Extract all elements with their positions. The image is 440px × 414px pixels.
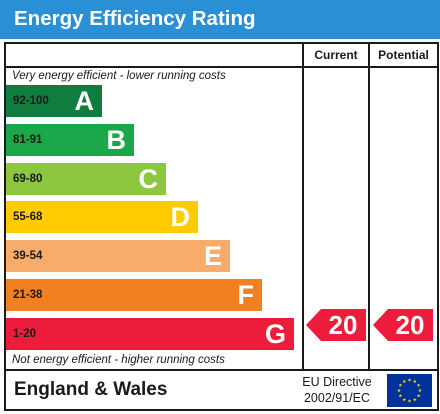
band-d: 55-68 D <box>6 201 198 234</box>
band-range-label: 81-91 <box>13 133 43 146</box>
potential-rating-arrow: 20 <box>373 308 433 341</box>
band-letter-label: A <box>74 86 95 116</box>
eu-star-icon <box>412 379 417 383</box>
column-potential-header: Potential <box>378 48 429 62</box>
band-range-label: 55-68 <box>13 211 43 224</box>
divider-current <box>302 42 304 369</box>
band-letter-label: B <box>106 124 127 155</box>
note-top: Very energy efficient - lower running co… <box>12 70 226 82</box>
eu-star-icon <box>416 393 421 398</box>
eu-star-icon <box>402 379 407 383</box>
band-g: 1-20 G <box>6 317 294 350</box>
band-letter-label: F <box>237 280 255 310</box>
band-c: 69-80 C <box>6 162 166 195</box>
title-bar: Energy Efficiency Rating <box>0 0 440 39</box>
band-range-label: 92-100 <box>13 95 49 107</box>
potential-rating-value: 20 <box>395 309 425 340</box>
band-letter-label: D <box>170 202 191 233</box>
band-range-label: 1-20 <box>13 327 37 340</box>
band-range-label: 21-38 <box>13 289 43 301</box>
directive-line-1: EU Directive <box>302 375 372 389</box>
eu-star-icon <box>407 399 412 403</box>
current-rating-arrow: 20 <box>306 308 366 341</box>
header-divider <box>4 66 439 68</box>
current-arrow-shape <box>306 308 366 341</box>
region-label: England & Wales <box>14 379 168 400</box>
band-letter-label: G <box>264 318 286 349</box>
band-letter-label: E <box>203 241 222 272</box>
band-range-label: 39-54 <box>13 250 43 263</box>
page-title: Energy Efficiency Rating <box>14 7 256 30</box>
eu-star-icon <box>397 388 401 393</box>
current-rating-value: 20 <box>328 309 358 340</box>
footer <box>4 369 439 411</box>
band-f: 21-38 F <box>6 279 262 311</box>
band-letter-label: C <box>138 163 159 194</box>
directive-line-2: 2002/91/EC <box>303 391 371 405</box>
eu-flag-icon <box>387 374 432 407</box>
band-a: 92-100 A <box>6 85 102 117</box>
eu-star-icon <box>412 397 417 402</box>
band-b: 81-91 B <box>6 123 134 156</box>
note-bottom: Not energy efficient - higher running co… <box>12 354 225 366</box>
rating-frame <box>4 42 439 371</box>
eu-star-icon <box>407 378 412 382</box>
column-current-header: Current <box>314 48 358 62</box>
band-range-label: 69-80 <box>13 172 43 185</box>
eu-star-icon <box>398 393 403 398</box>
eu-star-icon <box>398 383 403 387</box>
divider-potential <box>368 42 370 369</box>
band-e: 39-54 E <box>6 240 230 273</box>
eu-star-icon <box>402 397 407 402</box>
eu-star-icon <box>418 388 422 393</box>
potential-arrow-shape <box>373 308 433 341</box>
eu-star-icon <box>416 383 421 387</box>
